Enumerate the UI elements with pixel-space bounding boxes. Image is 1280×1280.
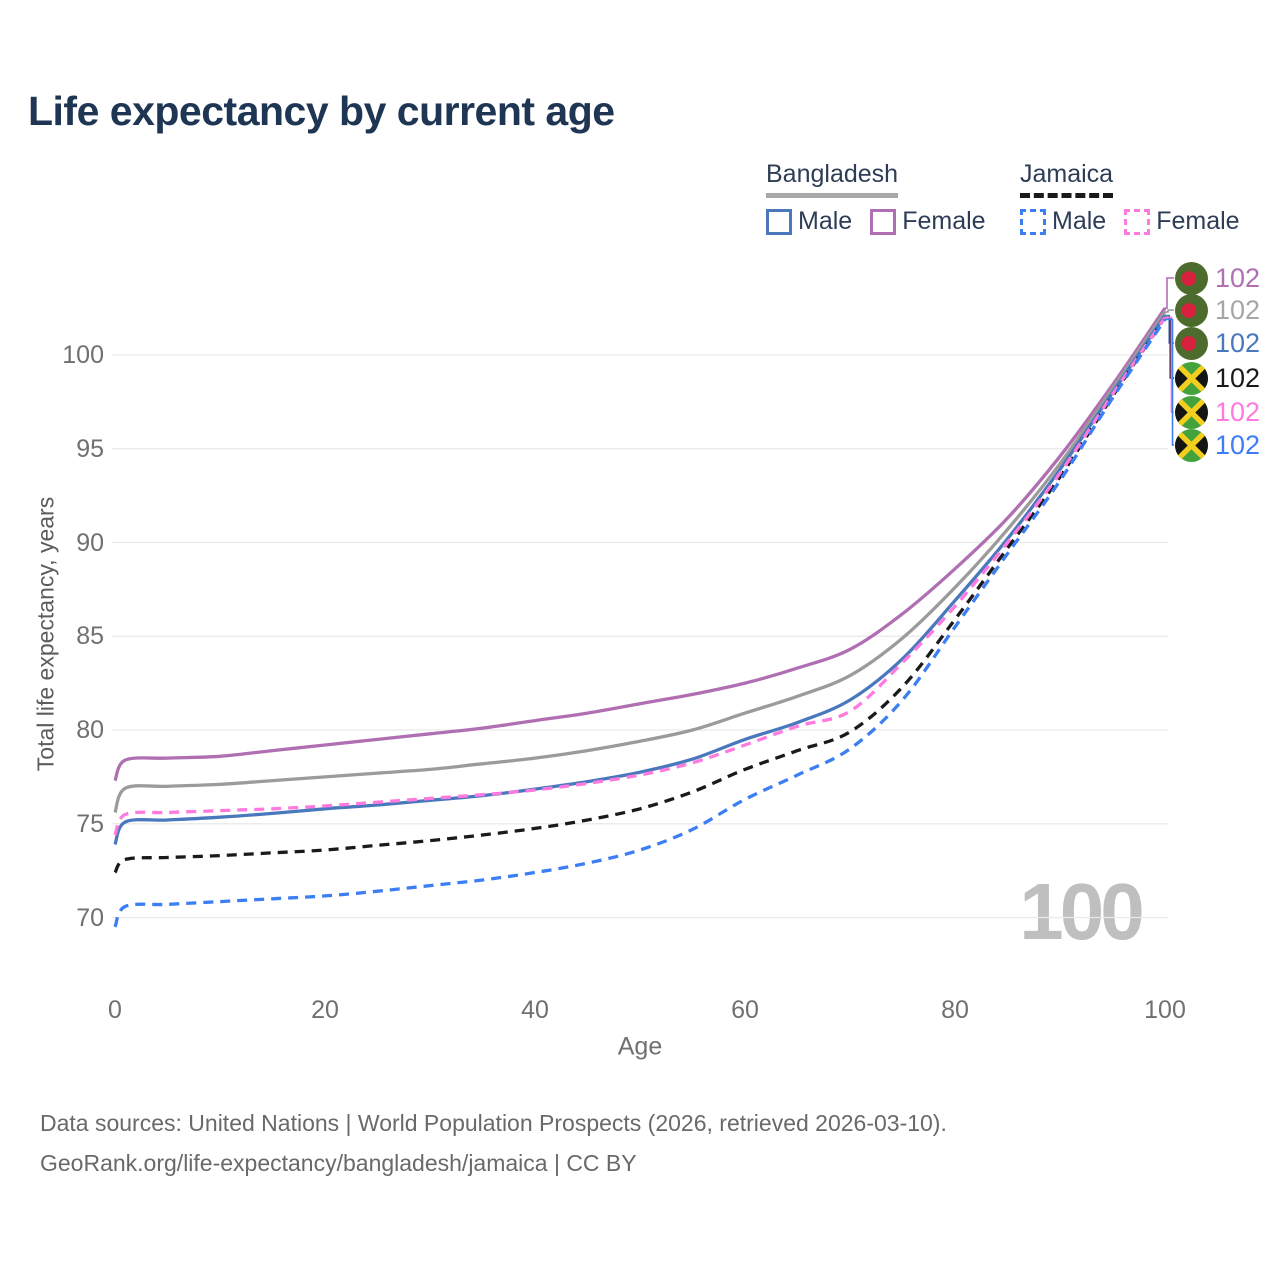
series-line-jamaica-female	[113, 316, 1167, 836]
series-line-jamaica-both-sexes	[113, 316, 1167, 874]
bangladesh-male-swatch-icon	[766, 208, 792, 235]
age-watermark: 100	[1019, 867, 1145, 956]
y-tick-90: 90	[76, 528, 104, 557]
legend-country-bangladesh[interactable]: Bangladesh	[766, 160, 899, 198]
y-tick-100: 100	[62, 341, 104, 369]
end-label-value: 102	[1215, 429, 1261, 460]
legend-label: Female	[1156, 207, 1240, 235]
end-label-bangladesh-female: 102	[1175, 261, 1260, 295]
bangladesh-flag-icon	[1175, 261, 1208, 295]
end-label-value: 102	[1215, 396, 1261, 427]
x-tick-0: 0	[108, 996, 122, 1024]
x-tick-20: 20	[311, 996, 339, 1024]
y-tick-75: 75	[76, 809, 104, 838]
bangladesh-flag-icon	[1175, 326, 1208, 360]
y-axis-title: Total life expectancy, years	[32, 496, 59, 772]
legend-item-jamaica-male[interactable]: Male	[1020, 207, 1106, 236]
x-tick-40: 40	[521, 996, 549, 1024]
series-line-bangladesh-both-sexes	[113, 310, 1167, 814]
legend-label: Male	[1052, 207, 1107, 235]
jamaica-male-swatch-icon	[1020, 208, 1046, 235]
y-tick-85: 85	[76, 622, 104, 651]
end-label-bangladesh-male: 102	[1175, 326, 1260, 360]
x-tick-100: 100	[1144, 996, 1186, 1024]
leader-line	[1165, 277, 1174, 309]
bangladesh-female-swatch-icon	[870, 208, 897, 235]
legend-label: Male	[798, 207, 853, 235]
series-line-bangladesh-female	[113, 307, 1167, 782]
end-label-value: 102	[1215, 327, 1261, 358]
y-tick-95: 95	[76, 434, 104, 463]
footer-data-sources: Data sources: United Nations | World Pop…	[40, 1110, 947, 1136]
end-label-value: 102	[1215, 362, 1261, 393]
series-line-bangladesh-male	[113, 314, 1167, 846]
jamaica-flag-icon	[1175, 361, 1208, 395]
x-tick-80: 80	[941, 996, 969, 1024]
x-tick-60: 60	[731, 996, 759, 1024]
leader-line	[1165, 318, 1174, 446]
jamaica-female-swatch-icon	[1124, 208, 1151, 235]
end-label-jamaica-both: 102	[1175, 361, 1260, 395]
legend-country-jamaica[interactable]: Jamaica	[1020, 160, 1114, 198]
legend-group-bangladesh: Bangladesh Male Female	[766, 160, 986, 236]
legend-label: Female	[902, 207, 986, 235]
end-label-value: 102	[1215, 262, 1261, 293]
bangladesh-flag-icon	[1175, 293, 1208, 327]
end-label-jamaica-male: 102	[1175, 428, 1260, 462]
y-tick-80: 80	[76, 716, 104, 744]
legend-item-jamaica-female[interactable]: Female	[1124, 207, 1240, 236]
legend-item-bangladesh-female[interactable]: Female	[870, 207, 986, 236]
end-label-value: 102	[1215, 294, 1261, 325]
y-tick-70: 70	[76, 903, 104, 932]
jamaica-flag-icon	[1175, 428, 1208, 462]
legend-group-jamaica: Jamaica Male Female	[1020, 160, 1240, 236]
end-label-jamaica-female: 102	[1175, 395, 1260, 429]
legend-item-bangladesh-male[interactable]: Male	[766, 207, 852, 236]
jamaica-flag-icon	[1175, 395, 1208, 429]
leader-line	[1165, 309, 1174, 313]
footer-attribution-link[interactable]: GeoRank.org/life-expectancy/bangladesh/j…	[40, 1150, 637, 1176]
end-label-bangladesh-both: 102	[1175, 293, 1260, 327]
series-line-jamaica-male	[113, 318, 1167, 928]
x-axis-title: Age	[617, 1032, 663, 1061]
page-title: Life expectancy by current age	[28, 88, 615, 134]
